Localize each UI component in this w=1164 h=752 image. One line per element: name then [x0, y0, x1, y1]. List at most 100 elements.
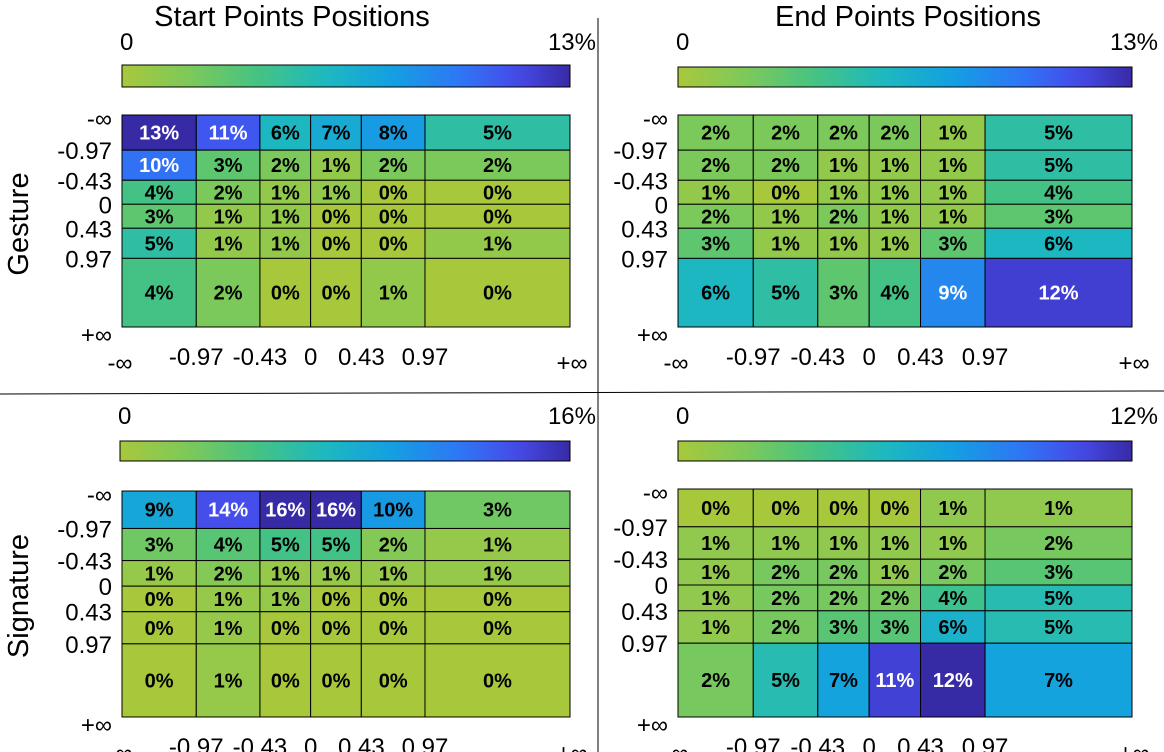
heatmap-cell: [259, 643, 312, 718]
x-tick-label: 0: [304, 344, 317, 371]
cell-value-label: 4%: [214, 535, 243, 557]
heatmap-cell: [817, 488, 870, 528]
heatmap-cell: [868, 149, 922, 181]
cell-value-label: 1%: [701, 562, 730, 584]
x-tick-label: 0.97: [402, 734, 449, 752]
cell-value-label: 3%: [880, 617, 909, 639]
heatmap-cell: [752, 114, 819, 151]
cell-value-label: 2%: [829, 123, 858, 145]
x-tick-label: -0.97: [726, 344, 781, 371]
x-tick-label: 0.43: [338, 734, 385, 752]
cell-value-label: 1%: [214, 206, 243, 228]
cell-value-label: 2%: [701, 206, 730, 228]
cell-value-label: 5%: [771, 283, 800, 305]
heatmap-cell: [920, 149, 986, 181]
heatmap-cell: [752, 642, 819, 718]
cell-value-label: 6%: [1044, 233, 1073, 255]
heatmap-cell: [121, 560, 197, 587]
cell-value-label: 3%: [1044, 562, 1073, 584]
cell-value-label: 1%: [322, 563, 351, 585]
x-tick-label: -0.43: [790, 344, 845, 371]
cell-value-label: 0%: [483, 206, 512, 228]
heatmap-cell: [121, 611, 197, 645]
cell-value-label: 0%: [322, 206, 351, 228]
cell-value-label: 3%: [1044, 206, 1073, 228]
y-tick-label: 0: [655, 573, 668, 600]
cell-value-label: 1%: [271, 182, 300, 204]
y-tick-label: 0.43: [621, 216, 668, 243]
cell-value-label: 0%: [483, 283, 512, 305]
plot-frame: [121, 490, 571, 718]
cell-value-label: 0%: [829, 498, 858, 520]
x-tick-label: -0.43: [233, 344, 288, 371]
cell-value-label: 0%: [483, 589, 512, 611]
heatmap-cell: [920, 227, 986, 259]
cell-value-label: 2%: [271, 155, 300, 177]
y-tick-label: -∞: [87, 482, 112, 509]
y-tick-label: -0.97: [57, 138, 112, 165]
colorbar-min-label: 0: [676, 403, 689, 430]
heatmap-cell: [752, 257, 819, 328]
cell-value-label: 0%: [379, 589, 408, 611]
heatmap-cell: [310, 611, 362, 645]
cell-value-label: 2%: [214, 182, 243, 204]
x-tick-label: -0.97: [169, 344, 224, 371]
heatmap-cell: [310, 585, 362, 613]
y-tick-label: -0.43: [613, 547, 668, 574]
cell-value-label: 0%: [379, 233, 408, 255]
y-tick-label: -0.97: [57, 516, 112, 543]
y-tick-label: +∞: [81, 322, 112, 349]
cell-value-label: 9%: [938, 283, 967, 305]
y-tick-label: -0.97: [613, 515, 668, 542]
x-tick-label: +∞: [1118, 350, 1149, 377]
horizontal-divider: [0, 390, 1164, 395]
cell-value-label: 10%: [373, 500, 413, 522]
x-tick-label: +∞: [556, 740, 587, 752]
plot-frame: [121, 114, 571, 328]
colorbar: [119, 440, 571, 462]
heatmap-cell: [424, 149, 571, 181]
row-label-signature: Signature: [3, 534, 35, 658]
cell-value-label: 11%: [875, 670, 914, 692]
x-tick-label: 0.97: [402, 344, 449, 371]
heatmap-cell: [195, 257, 261, 328]
cell-value-label: 6%: [938, 617, 967, 639]
x-tick-label: 0.43: [897, 344, 944, 371]
heatmap-cell: [677, 227, 754, 259]
cell-value-label: 2%: [379, 535, 408, 557]
y-tick-label: -0.43: [57, 549, 112, 576]
heatmap-cell: [424, 257, 571, 328]
heatmap-cell: [984, 558, 1133, 586]
x-tick-label: +∞: [556, 350, 587, 377]
cell-value-label: 1%: [829, 533, 858, 555]
cell-value-label: 2%: [829, 562, 858, 584]
heatmap-cell: [920, 584, 986, 612]
y-tick-label: 0: [99, 574, 112, 601]
cell-value-label: 1%: [483, 535, 512, 557]
cell-value-label: 2%: [214, 563, 243, 585]
heatmap-cell: [259, 611, 312, 645]
title-end-points: End Points Positions: [775, 1, 1041, 33]
x-tick-label: -∞: [107, 740, 132, 752]
cell-value-label: 3%: [214, 155, 243, 177]
cell-value-label: 1%: [701, 588, 730, 610]
cell-value-label: 1%: [938, 123, 967, 145]
cell-value-label: 4%: [880, 283, 909, 305]
x-tick-label: -∞: [107, 350, 132, 377]
colorbar: [121, 64, 571, 88]
cell-value-label: 2%: [701, 123, 730, 145]
signature-start-panel: 0 16% 9% 14% 16% 16% 10% 3% 3% 4% 5% 5% 2% 1% 1% 2% 1% 1%…: [57, 403, 596, 752]
heatmap-cell: [259, 527, 312, 562]
cell-value-label: 2%: [1044, 533, 1073, 555]
cell-value-label: 1%: [829, 155, 858, 177]
cell-value-label: 9%: [145, 500, 174, 522]
cell-value-label: 1%: [771, 206, 800, 228]
heatmap-cell: [677, 149, 754, 181]
heatmap-cell: [424, 560, 571, 587]
cell-value-label: 1%: [880, 182, 909, 204]
cell-value-label: 16%: [316, 500, 356, 522]
cell-value-label: 4%: [1044, 182, 1073, 204]
colorbar-min-label: 0: [120, 29, 133, 56]
heatmap-cell: [868, 227, 922, 259]
cell-value-label: 0%: [322, 618, 351, 640]
